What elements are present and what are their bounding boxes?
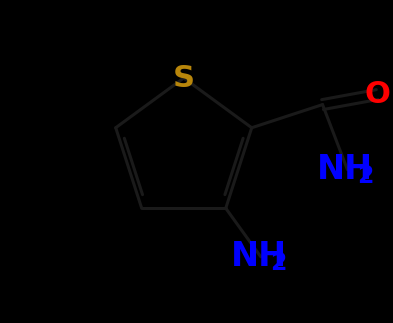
- Text: O: O: [364, 80, 390, 109]
- Text: 2: 2: [357, 163, 373, 188]
- Text: S: S: [173, 64, 195, 92]
- Text: 2: 2: [270, 251, 287, 275]
- Text: NH: NH: [317, 153, 373, 186]
- Text: NH: NH: [231, 240, 287, 273]
